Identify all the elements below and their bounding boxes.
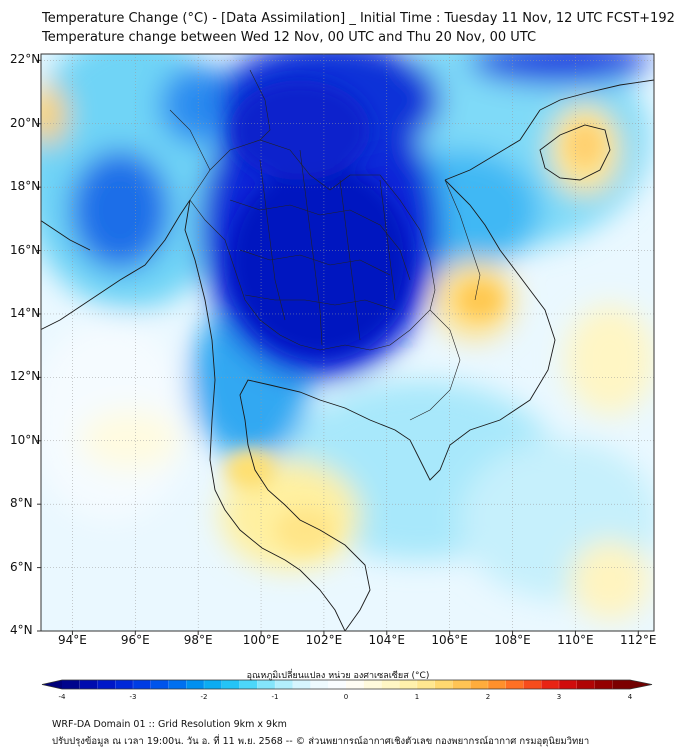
colorbar-segment <box>115 680 134 689</box>
lat-label: 4°N <box>10 623 33 637</box>
colorbar-tick-label: -3 <box>129 693 137 701</box>
colorbar-segment <box>310 680 329 689</box>
colorbar-segment <box>399 680 418 689</box>
colorbar-tick-label: -4 <box>58 693 66 701</box>
lon-label: 110°E <box>557 633 594 647</box>
colorbar-segment <box>452 680 471 689</box>
colorbar-tick-label: 3 <box>556 693 562 701</box>
lon-label: 106°E <box>431 633 468 647</box>
lat-label: 20°N <box>10 115 41 130</box>
colorbar-segment <box>488 680 507 689</box>
admin-borders <box>169 69 481 421</box>
coastlines <box>41 79 654 631</box>
colorbar-segment <box>346 680 365 689</box>
lat-label: 18°N <box>10 179 41 194</box>
colorbar-tick-label: -1 <box>271 693 279 701</box>
colorbar-segment <box>79 680 98 689</box>
colorbar-segment <box>523 680 542 689</box>
colorbar-segment <box>559 680 578 689</box>
grid-lines <box>41 54 654 631</box>
colorbar-segment <box>576 680 595 689</box>
colorbar-title: อุณหภูมิเปลี่ยนแปลง หน่วย องศาเซลเซียส (… <box>246 671 430 681</box>
colorbar-segment <box>97 680 116 689</box>
lat-label: 6°N <box>10 559 33 574</box>
colorbar <box>41 679 653 690</box>
lon-label: 96°E <box>120 633 150 647</box>
colorbar-tick-label: 4 <box>627 693 633 701</box>
colorbar-segment <box>434 680 453 689</box>
colorbar-segment <box>186 680 205 689</box>
colorbar-segment <box>62 680 81 689</box>
colorbar-segment <box>381 680 400 689</box>
colorbar-segment <box>275 680 294 689</box>
colorbar-segment <box>239 680 258 689</box>
lat-label: 14°N <box>10 305 41 320</box>
lat-label: 16°N <box>10 242 41 257</box>
lon-label: 98°E <box>183 633 213 647</box>
colorbar-outline <box>41 679 653 690</box>
lon-label: 108°E <box>494 633 531 647</box>
colorbar-segment <box>505 680 524 689</box>
map-subtitle: Temperature change between Wed 12 Nov, 0… <box>42 30 537 45</box>
colorbar-segment <box>612 680 631 689</box>
footer-credits: ปรับปรุงข้อมูล ณ เวลา 19:00น. วัน อ. ที่… <box>52 736 590 747</box>
lat-label: 12°N <box>10 369 41 384</box>
colorbar-tick-label: -2 <box>200 693 208 701</box>
colorbar-segment <box>133 680 152 689</box>
colorbar-segment <box>150 680 169 689</box>
colorbar-tick-label: 2 <box>485 693 491 701</box>
axis-ticks <box>37 59 639 635</box>
colorbar-segment <box>417 680 436 689</box>
colorbar-segment <box>292 680 311 689</box>
lat-label: 22°N <box>10 52 41 67</box>
colorbar-segment <box>541 680 560 689</box>
plot-frame <box>40 53 655 632</box>
lon-label: 102°E <box>305 633 343 647</box>
colorbar-min-arrow <box>42 680 62 689</box>
lat-label: 10°N <box>10 432 41 447</box>
colorbar-segment <box>221 680 240 689</box>
map-title: Temperature Change (°C) - [Data Assimila… <box>42 11 675 26</box>
temperature-field <box>41 54 654 631</box>
lon-label: 112°E <box>620 633 657 647</box>
colorbar-segment <box>328 680 347 689</box>
colorbar-segment <box>594 680 613 689</box>
colorbar-tick-label: 0 <box>343 693 349 701</box>
footer-model-info: WRF-DA Domain 01 :: Grid Resolution 9km … <box>52 719 287 730</box>
colorbar-segment <box>363 680 382 689</box>
colorbar-segment <box>470 680 489 689</box>
colorbar-segment <box>204 680 223 689</box>
lon-label: 104°E <box>368 633 406 647</box>
lat-label: 8°N <box>10 496 33 511</box>
colorbar-tick-label: 1 <box>414 693 420 701</box>
colorbar-segment <box>168 680 187 689</box>
lon-label: 100°E <box>242 633 280 647</box>
colorbar-max-arrow <box>630 680 652 689</box>
lon-label: 94°E <box>57 633 87 647</box>
colorbar-segment <box>257 680 276 689</box>
